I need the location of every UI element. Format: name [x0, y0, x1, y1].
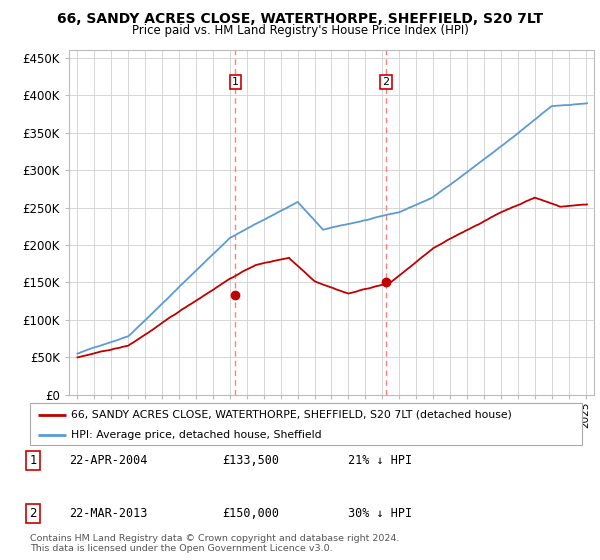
Text: 2: 2: [382, 77, 389, 87]
Text: 30% ↓ HPI: 30% ↓ HPI: [348, 507, 412, 520]
Text: Price paid vs. HM Land Registry's House Price Index (HPI): Price paid vs. HM Land Registry's House …: [131, 24, 469, 37]
Text: £150,000: £150,000: [222, 507, 279, 520]
FancyBboxPatch shape: [30, 403, 582, 445]
Text: 21% ↓ HPI: 21% ↓ HPI: [348, 454, 412, 467]
Text: Contains HM Land Registry data © Crown copyright and database right 2024.
This d: Contains HM Land Registry data © Crown c…: [30, 534, 400, 553]
Text: £133,500: £133,500: [222, 454, 279, 467]
Text: 2: 2: [29, 507, 37, 520]
Text: 22-MAR-2013: 22-MAR-2013: [69, 507, 148, 520]
Text: 1: 1: [29, 454, 37, 467]
Text: 1: 1: [232, 77, 239, 87]
Text: 66, SANDY ACRES CLOSE, WATERTHORPE, SHEFFIELD, S20 7LT (detached house): 66, SANDY ACRES CLOSE, WATERTHORPE, SHEF…: [71, 409, 512, 419]
Text: 22-APR-2004: 22-APR-2004: [69, 454, 148, 467]
Text: 66, SANDY ACRES CLOSE, WATERTHORPE, SHEFFIELD, S20 7LT: 66, SANDY ACRES CLOSE, WATERTHORPE, SHEF…: [57, 12, 543, 26]
Text: HPI: Average price, detached house, Sheffield: HPI: Average price, detached house, Shef…: [71, 430, 322, 440]
